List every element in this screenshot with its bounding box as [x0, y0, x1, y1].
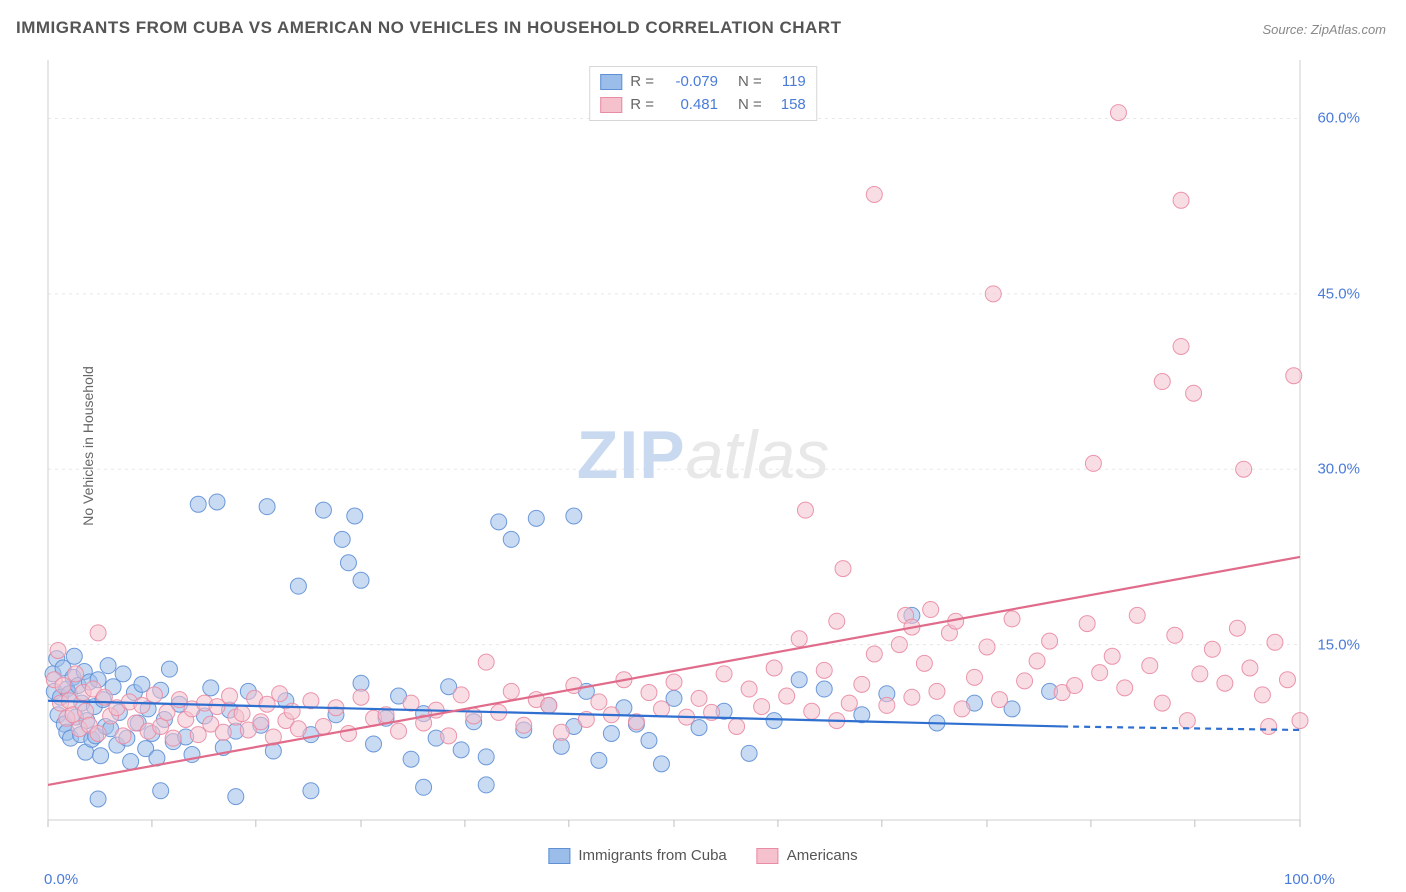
y-tick-label: 60.0% [1317, 110, 1360, 127]
x-tick-label-left: 0.0% [44, 871, 78, 888]
source-attribution: Source: ZipAtlas.com [1262, 22, 1386, 37]
y-tick-label: 30.0% [1317, 461, 1360, 478]
n-value: 158 [770, 94, 806, 117]
r-label: R = [630, 94, 654, 117]
n-value: 119 [770, 71, 806, 94]
stats-legend-row: R = -0.079 N = 119 [600, 71, 806, 94]
r-value: -0.079 [662, 71, 718, 94]
y-tick-label: 45.0% [1317, 285, 1360, 302]
chart-svg [48, 60, 1368, 840]
stats-legend-row: R = 0.481 N = 158 [600, 94, 806, 117]
legend-swatch [757, 848, 779, 864]
plot-area [48, 60, 1368, 820]
r-value: 0.481 [662, 94, 718, 117]
chart-title: IMMIGRANTS FROM CUBA VS AMERICAN NO VEHI… [16, 18, 841, 38]
r-label: R = [630, 71, 654, 94]
legend-swatch [548, 848, 570, 864]
bottom-legend: Immigrants from Cuba Americans [548, 847, 857, 864]
legend-swatch [600, 74, 622, 90]
x-tick-label-right: 100.0% [1284, 871, 1335, 888]
n-label: N = [738, 94, 762, 117]
legend-label: Immigrants from Cuba [578, 847, 726, 864]
n-label: N = [738, 71, 762, 94]
y-tick-label: 15.0% [1317, 636, 1360, 653]
legend-label: Americans [787, 847, 858, 864]
bottom-legend-item: Immigrants from Cuba [548, 847, 726, 864]
stats-legend: R = -0.079 N = 119 R = 0.481 N = 158 [589, 66, 817, 121]
legend-swatch [600, 97, 622, 113]
bottom-legend-item: Americans [757, 847, 858, 864]
